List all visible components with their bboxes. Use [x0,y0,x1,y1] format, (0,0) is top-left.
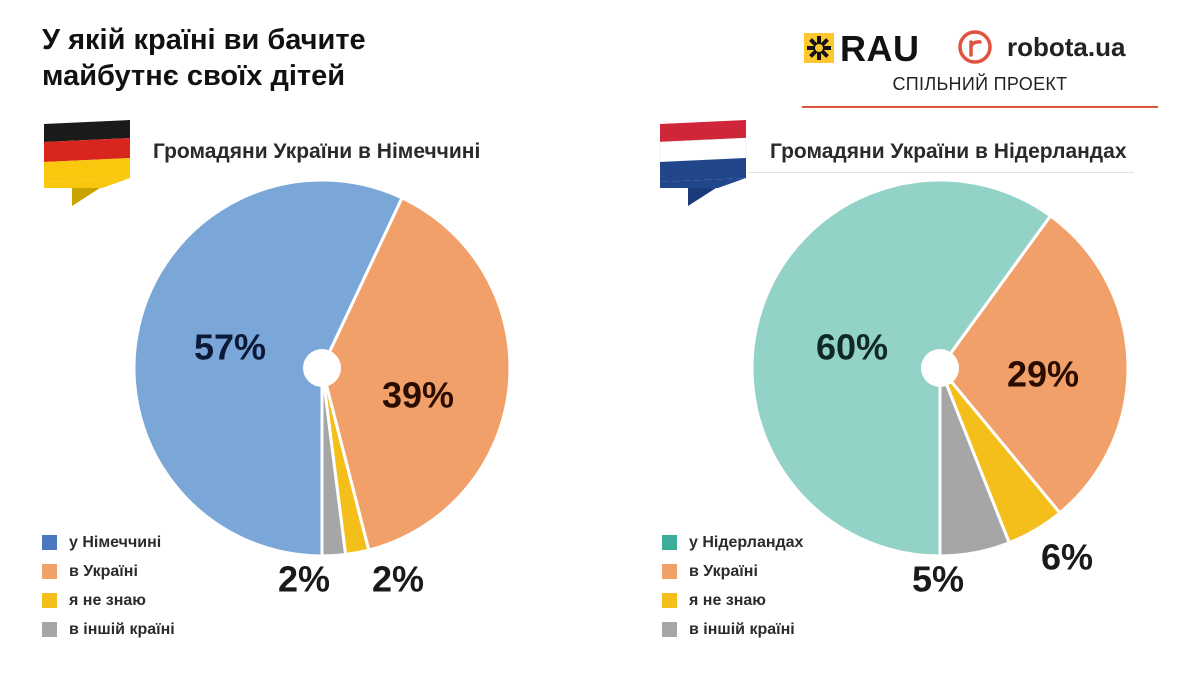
pie-chart-germany: 57% 39% 2% 2% [132,178,512,600]
legend-item: у Німеччині [42,528,175,557]
pie-value-label: 29% [1007,354,1079,395]
legend-item: в іншій країні [662,615,803,644]
germany-flag-icon [44,120,130,206]
pie-slice-segment-other-country [938,366,1011,558]
pie-slice-segment-ukraine [320,196,512,552]
legend-netherlands: у Нідерландах в Україні я не знаю в інші… [662,528,803,644]
legend-item: в Україні [662,557,803,586]
pie-value-label: 57% [194,327,266,368]
legend-item: у Нідерландах [662,528,803,557]
pie-value-label: 2% [372,559,424,600]
robota-logo-text: robota.ua [1007,32,1126,62]
pie-value-label: 5% [912,559,964,600]
legend-swatch [42,622,57,637]
page-title-line-1: У якій країні ви бачите [42,24,366,56]
legend-item: я не знаю [662,586,803,615]
legend-swatch [42,593,57,608]
pie-chart-netherlands: 60% 29% 5% 6% [750,178,1130,600]
pie-value-label: 6% [1041,537,1093,578]
pie-center-hole [921,349,959,387]
pie-value-label: 39% [382,375,454,416]
pie-value-label: 60% [816,327,888,368]
panel-title-germany: Громадяни України в Німеччині [153,140,481,163]
legend-swatch [662,593,677,608]
pie-value-label: 2% [278,559,330,600]
pie-slice-segment-other-country [320,366,348,558]
legend-label: в іншій країні [69,620,175,638]
page-title-line-2: майбутнє своїх дітей [42,60,346,92]
legend-label: в Україні [69,562,138,580]
page-title: У якій країні ви бачите майбутнє своїх д… [42,22,462,94]
joint-project-label: СПІЛЬНИЙ ПРОЕКТ [892,74,1068,94]
legend-label: у Німеччині [69,533,162,551]
netherlands-flag-icon [659,120,747,206]
legend-item: в іншій країні [42,615,175,644]
panel-title-netherlands: Громадяни України в Нідерландах [770,140,1127,163]
legend-swatch [662,564,677,579]
legend-label: у Нідерландах [689,533,804,551]
brand-divider [802,106,1158,108]
legend-label: в іншій країні [689,620,795,638]
rau-logo-icon [804,33,834,63]
rau-logo-text: RAU [840,28,920,69]
pie-slice-segment-home-country [132,178,404,558]
legend-item: в Україні [42,557,175,586]
legend-germany: у Німеччині в Україні я не знаю в іншій … [42,528,175,644]
panel-title-rule [748,172,1134,173]
legend-label: я не знаю [689,591,766,609]
brand-block: RAU robota.ua СПІЛЬНИЙ ПРОЕКТ [800,26,1160,110]
robota-logo-icon [958,30,992,64]
pie-center-hole [303,349,341,387]
legend-swatch [42,564,57,579]
pie-slice-segment-ukraine [938,214,1130,515]
legend-label: в Україні [689,562,758,580]
legend-label: я не знаю [69,591,146,609]
legend-swatch [662,622,677,637]
legend-swatch [42,535,57,550]
pie-slice-segment-home-country [750,178,1053,558]
legend-swatch [662,535,677,550]
legend-item: я не знаю [42,586,175,615]
